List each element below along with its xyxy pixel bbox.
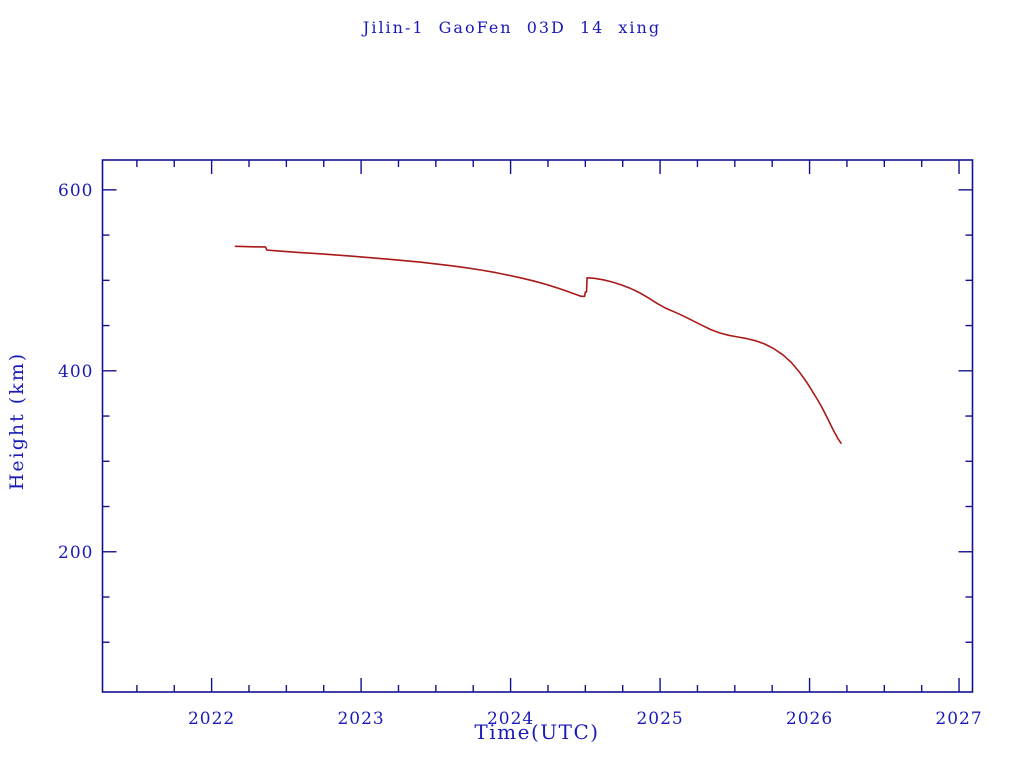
- y-tick-label: 600: [58, 181, 93, 201]
- x-tick-label: 2022: [188, 709, 235, 729]
- x-tick-label: 2025: [636, 709, 683, 729]
- y-tick-label: 200: [58, 543, 93, 563]
- y-tick-label: 400: [58, 362, 93, 382]
- x-tick-label: 2024: [487, 709, 534, 729]
- x-axis-label: Time(UTC): [474, 720, 600, 744]
- plot-border: [101, 159, 974, 693]
- x-tick-label: 2026: [786, 709, 833, 729]
- chart-title: Jilin-1 GaoFen 03D 14 xing: [362, 18, 662, 37]
- x-tick-label: 2027: [935, 709, 982, 729]
- data-line-orbital-height: [234, 245, 842, 445]
- x-tick-label: 2023: [337, 709, 384, 729]
- y-axis-label: Height (km): [6, 351, 28, 491]
